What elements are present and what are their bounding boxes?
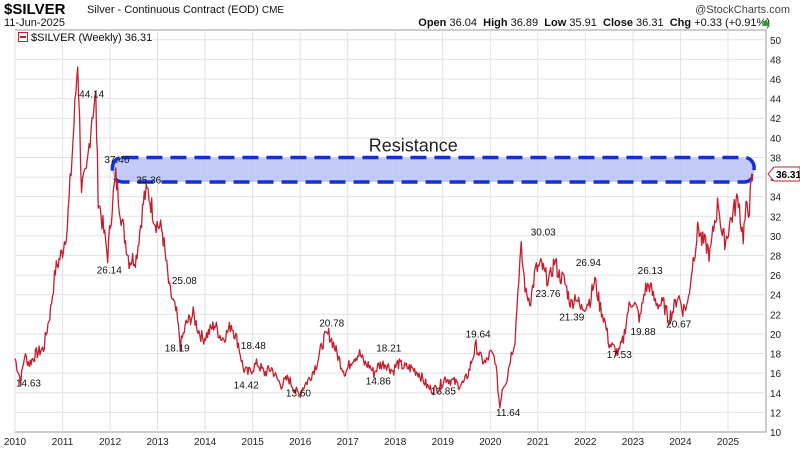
y-tick-label: 30	[770, 232, 782, 243]
x-tick-label: 2023	[622, 437, 645, 448]
y-tick-label: 42	[770, 114, 782, 125]
y-tick-label: 48	[770, 55, 782, 66]
last-value-flag	[767, 166, 800, 182]
symbol-title: $SILVER	[4, 1, 66, 18]
price-annotation: 11.64	[496, 408, 521, 419]
x-tick-label: 2025	[717, 437, 740, 448]
price-annotation: 19.88	[631, 327, 656, 338]
chg-label: Chg	[669, 17, 692, 29]
x-tick-label: 2024	[669, 437, 692, 448]
legend-swatch	[18, 32, 28, 42]
last-value-label: 36.31	[776, 170, 800, 181]
y-tick-label: 24	[770, 291, 782, 302]
y-tick-label: 26	[770, 271, 782, 282]
price-annotation: 18.21	[376, 344, 401, 355]
x-tick-label: 2010	[4, 437, 27, 448]
price-annotation: 21.39	[559, 312, 584, 323]
x-tick-label: 2013	[146, 437, 169, 448]
y-tick-label: 44	[770, 95, 782, 106]
price-annotation: 13.85	[431, 386, 456, 397]
price-annotation: 37.46	[104, 155, 129, 166]
price-annotation: 13.60	[286, 389, 311, 400]
y-tick-label: 50	[770, 36, 782, 47]
price-annotation: 18.19	[165, 344, 190, 355]
y-tick-label: 14	[770, 389, 782, 400]
x-tick-label: 2011	[52, 437, 74, 448]
y-tick-label: 18	[770, 350, 782, 361]
price-annotation: 14.86	[366, 376, 391, 387]
price-annotation: 26.94	[576, 258, 601, 269]
price-annotation: 18.48	[241, 341, 266, 352]
y-tick-label: 32	[770, 212, 782, 223]
y-tick-label: 46	[770, 75, 782, 86]
y-tick-label: 40	[770, 134, 782, 145]
price-annotation: 20.67	[666, 319, 691, 330]
open-label: Open	[418, 17, 447, 29]
x-tick-label: 2014	[194, 437, 217, 448]
price-annotation: 14.63	[16, 379, 41, 390]
x-tick-label: 2020	[479, 437, 502, 448]
y-tick-label: 38	[770, 153, 782, 164]
legend-label: $SILVER (Weekly) 36.31	[31, 32, 153, 44]
price-annotation: 23.76	[535, 289, 560, 300]
resistance-label: Resistance	[369, 135, 458, 155]
y-tick-label: 34	[770, 193, 782, 204]
price-annotation: 25.08	[172, 276, 197, 287]
close-label: Close	[603, 17, 633, 29]
price-annotation: 20.78	[319, 318, 344, 329]
x-tick-label: 2012	[99, 437, 122, 448]
price-annotation: 35.36	[136, 175, 161, 186]
y-tick-label: 12	[770, 408, 782, 419]
high-value: 36.89	[510, 17, 539, 29]
price-annotation: 26.13	[638, 266, 663, 277]
x-tick-label: 2018	[384, 437, 407, 448]
price-annotation: 14.42	[234, 381, 259, 392]
x-tick-label: 2019	[432, 437, 455, 448]
watermark: @StockCharts.com	[695, 4, 790, 16]
price-annotation: 19.64	[466, 329, 491, 340]
y-tick-label: 10	[770, 428, 782, 439]
low-label: Low	[544, 17, 567, 29]
chg-value: +0.33 (+0.91%)	[694, 17, 770, 29]
resistance-zone	[110, 155, 756, 184]
ohlc-readout: Open 36.04 High 36.89 Low 35.91 Close 36…	[418, 17, 770, 29]
high-label: High	[483, 17, 508, 29]
x-tick-label: 2015	[242, 437, 265, 448]
close-value: 36.31	[636, 17, 664, 29]
series-legend: $SILVER (Weekly) 36.31	[18, 32, 152, 44]
chart-description: Silver - Continuous Contract (EOD) CME	[87, 4, 284, 16]
price-annotation: 17.53	[607, 350, 632, 361]
low-value: 35.91	[569, 17, 597, 29]
x-tick-label: 2022	[574, 437, 597, 448]
open-value: 36.04	[449, 17, 477, 29]
x-tick-label: 2021	[527, 437, 550, 448]
chart-date: 11-Jun-2025	[4, 17, 65, 29]
up-arrow-icon	[762, 19, 770, 26]
price-annotation: 30.03	[531, 228, 556, 239]
y-tick-label: 22	[770, 310, 782, 321]
y-tick-label: 16	[770, 369, 782, 380]
exchange-label: CME	[261, 5, 285, 16]
y-tick-label: 28	[770, 252, 782, 263]
x-tick-label: 2016	[289, 437, 312, 448]
chart-header: $SILVER Silver - Continuous Contract (EO…	[0, 0, 800, 30]
y-tick-label: 20	[770, 330, 782, 341]
silver-price-line	[14, 66, 754, 409]
price-annotation: 26.14	[97, 266, 122, 277]
description-text: Silver - Continuous Contract (EOD)	[87, 4, 259, 16]
x-tick-label: 2017	[337, 437, 360, 448]
price-annotation: 44.14	[79, 89, 104, 100]
